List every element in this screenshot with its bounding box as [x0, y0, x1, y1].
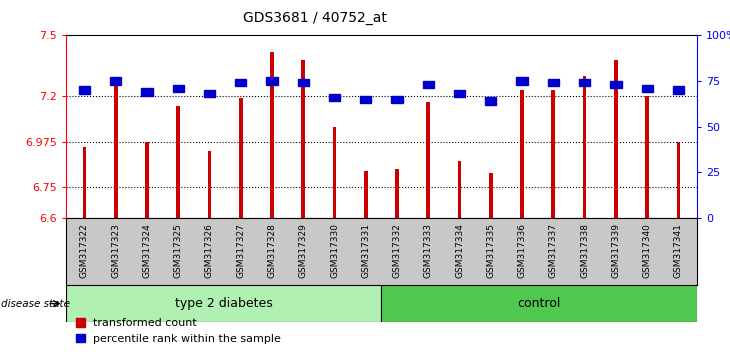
Bar [516, 77, 528, 85]
Bar [395, 169, 399, 218]
Text: GSM317332: GSM317332 [393, 223, 402, 278]
Bar [266, 77, 277, 85]
Bar [360, 96, 372, 103]
Text: GSM317334: GSM317334 [455, 223, 464, 278]
Bar [673, 86, 684, 94]
Text: GSM317337: GSM317337 [549, 223, 558, 278]
Text: GSM317333: GSM317333 [424, 223, 433, 278]
Bar [520, 90, 524, 218]
Text: disease state: disease state [1, 298, 70, 309]
Text: GSM317322: GSM317322 [80, 223, 89, 278]
Bar [579, 79, 591, 86]
Bar [270, 52, 274, 218]
Text: GSM317331: GSM317331 [361, 223, 370, 278]
Bar [177, 106, 180, 218]
Bar [391, 96, 403, 103]
Bar [79, 86, 90, 94]
Bar [489, 173, 493, 218]
Text: GSM317329: GSM317329 [299, 223, 308, 278]
Text: GSM317324: GSM317324 [142, 223, 152, 278]
Bar [235, 79, 247, 86]
Text: GSM317338: GSM317338 [580, 223, 589, 278]
Bar [677, 142, 680, 218]
Bar [381, 285, 697, 322]
Text: GSM317335: GSM317335 [486, 223, 496, 278]
Bar [207, 151, 212, 218]
Bar [548, 79, 559, 86]
Bar [66, 285, 381, 322]
Bar [329, 94, 340, 101]
Text: GSM317323: GSM317323 [111, 223, 120, 278]
Text: control: control [518, 297, 561, 310]
Bar [172, 85, 184, 92]
Bar [298, 79, 309, 86]
Text: GSM317340: GSM317340 [642, 223, 652, 278]
Bar [614, 60, 618, 218]
Text: GSM317341: GSM317341 [674, 223, 683, 278]
Text: GSM317326: GSM317326 [205, 223, 214, 278]
Bar [645, 96, 649, 218]
Bar [114, 80, 118, 218]
Text: GSM317328: GSM317328 [267, 223, 277, 278]
Text: GSM317336: GSM317336 [518, 223, 526, 278]
Legend: transformed count, percentile rank within the sample: transformed count, percentile rank withi… [72, 314, 286, 348]
Bar [204, 90, 215, 97]
Bar [145, 142, 149, 218]
Text: GSM317325: GSM317325 [174, 223, 182, 278]
Bar [364, 171, 368, 218]
Bar [454, 90, 465, 97]
Bar [333, 126, 337, 218]
Bar [485, 97, 496, 105]
Bar [423, 81, 434, 88]
Bar [82, 147, 86, 218]
Text: GSM317339: GSM317339 [611, 223, 620, 278]
Bar [551, 90, 556, 218]
Text: GSM317330: GSM317330 [330, 223, 339, 278]
Bar [239, 98, 242, 218]
Bar [583, 76, 586, 218]
Bar [110, 77, 121, 85]
Bar [426, 102, 430, 218]
Bar [458, 161, 461, 218]
Text: type 2 diabetes: type 2 diabetes [174, 297, 272, 310]
Text: GSM317327: GSM317327 [237, 223, 245, 278]
Bar [301, 60, 305, 218]
Bar [142, 88, 153, 96]
Text: GDS3681 / 40752_at: GDS3681 / 40752_at [242, 11, 386, 25]
Bar [642, 85, 653, 92]
Bar [610, 81, 621, 88]
